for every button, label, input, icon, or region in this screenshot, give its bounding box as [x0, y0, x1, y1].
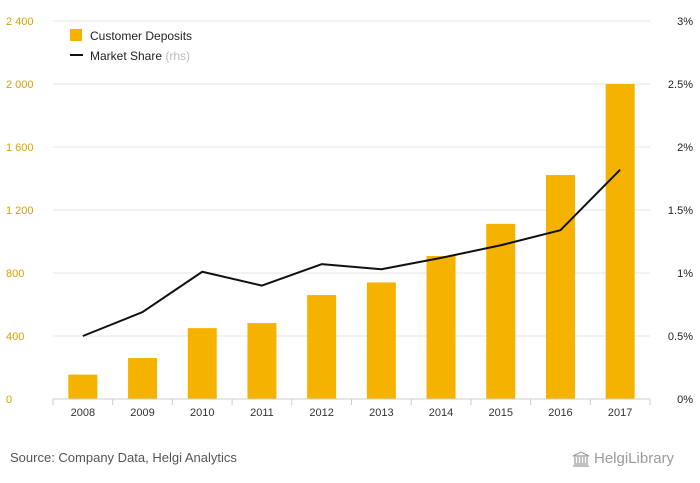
bar-customer-deposits	[545, 175, 575, 399]
bar-customer-deposits	[605, 84, 635, 399]
bar-customer-deposits	[68, 374, 98, 399]
logo-text: HelgiLibrary	[594, 450, 675, 467]
x-tick-label: 2011	[250, 407, 274, 419]
helgi-library-logo: HelgiLibrary	[572, 450, 674, 467]
y-left-tick-label: 1 600	[6, 142, 34, 154]
library-building-icon	[572, 450, 590, 467]
chart-area: 0 400 800 1 200 1 600 2 000 2 400 0% 0.5% 1% 1.5% 2…	[6, 16, 693, 419]
bar-customer-deposits	[187, 328, 217, 399]
bar-customer-deposits	[426, 255, 456, 399]
legend-rhs-suffix: (rhs)	[165, 49, 190, 63]
legend-label-market-share: Market Share (rhs)	[90, 49, 190, 63]
y-left-tick-label: 1 200	[6, 205, 34, 217]
x-tick-label: 2008	[71, 407, 95, 419]
x-tick-label: 2016	[548, 407, 572, 419]
x-tick-label: 2017	[608, 407, 632, 419]
y-right-tick-label: 2%	[677, 142, 693, 154]
x-tick-label: 2010	[190, 407, 214, 419]
y-left-tick-label: 0	[6, 394, 12, 406]
y-right-tick-label: 1%	[677, 268, 693, 280]
y-right-tick-label: 0.5%	[668, 331, 693, 343]
legend-swatch-customer-deposits	[70, 29, 82, 41]
y-right-tick-label: 3%	[677, 16, 693, 28]
line-market-share	[82, 168, 621, 337]
bar-customer-deposits	[247, 323, 277, 399]
x-tick-label: 2014	[429, 407, 453, 419]
x-tick-label: 2012	[309, 407, 333, 419]
bar-customer-deposits	[307, 295, 337, 399]
y-left-tick-label: 400	[6, 331, 24, 343]
x-tick-label: 2015	[489, 407, 513, 419]
bar-customer-deposits	[366, 282, 396, 399]
y-left-tick-label: 2 000	[6, 79, 34, 91]
source-note: Source: Company Data, Helgi Analytics	[10, 450, 237, 465]
y-left-tick-label: 2 400	[6, 16, 34, 28]
bar-customer-deposits	[486, 223, 516, 399]
x-tick-label: 2009	[130, 407, 154, 419]
y-right-tick-label: 0%	[677, 394, 693, 406]
legend-label-customer-deposits: Customer Deposits	[90, 29, 192, 43]
y-left-tick-label: 800	[6, 268, 24, 280]
x-tick-label: 2013	[369, 407, 393, 419]
y-right-tick-label: 1.5%	[668, 205, 693, 217]
bar-customer-deposits	[128, 358, 158, 399]
y-right-tick-label: 2.5%	[668, 79, 693, 91]
